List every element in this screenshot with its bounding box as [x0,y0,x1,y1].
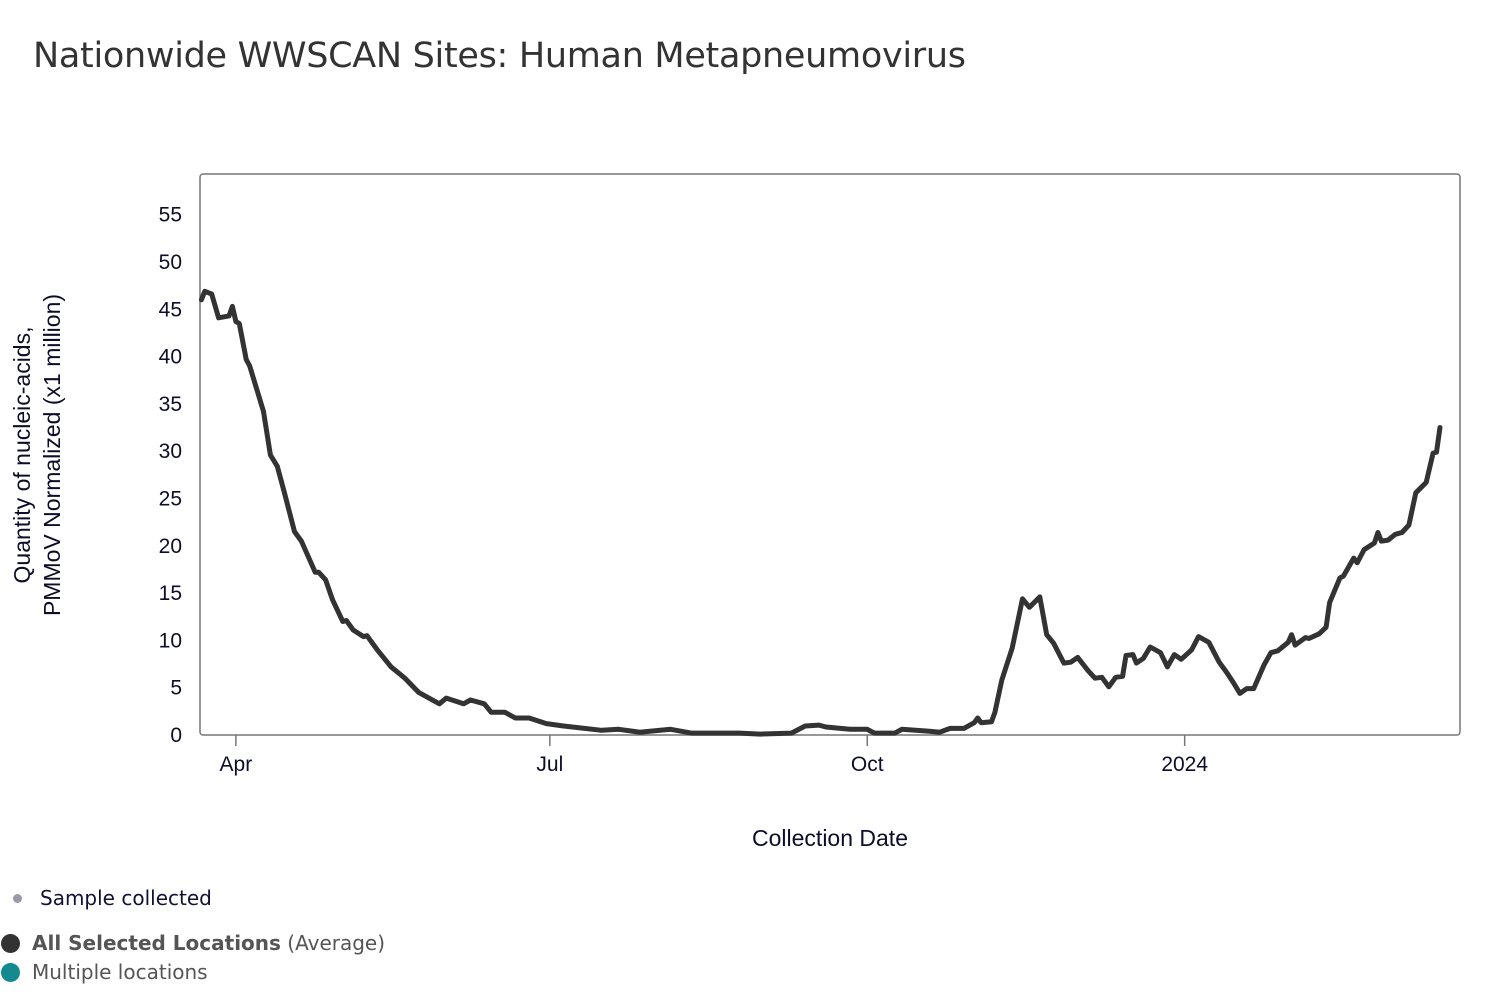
chart-title: Nationwide WWSCAN Sites: Human Metapneum… [33,36,966,76]
y-tick-label: 50 [159,251,182,274]
series-line-average [198,288,1443,737]
legend-multiple-locations[interactable]: Multiple locations [0,960,208,984]
x-axis-label: Collection Date [752,825,908,851]
y-tick-label: 55 [159,204,182,227]
legend-multiple-label: Multiple locations [32,960,208,984]
y-axis-label-line-2: PMMoV Normalized (x1 million) [39,294,65,616]
y-tick-label: 0 [170,724,182,747]
y-tick-label: 15 [159,582,182,605]
average-dot-icon [1,933,20,953]
y-tick-label: 35 [159,393,182,416]
legend-average-label: All Selected Locations [32,931,281,955]
y-tick-label: 45 [159,298,182,321]
y-tick-label: 20 [159,535,182,558]
x-axis-ticks: Apr Jul Oct 2024 [220,735,1208,776]
multiple-dot-icon [1,962,20,982]
y-tick-label: 25 [159,487,182,510]
y-axis-label-line-1: Quantity of nucleic-acids, [9,327,35,584]
y-tick-label: 5 [170,677,182,700]
y-tick-label: 10 [159,629,182,652]
plot-frame [199,173,1461,736]
legend-sample-collected: Sample collected [0,886,212,910]
sample-dot-icon [13,893,22,903]
legend-sample-label: Sample collected [40,886,212,910]
x-tick-label: Jul [536,753,563,776]
y-tick-label: 30 [159,440,182,463]
legend-all-selected-locations[interactable]: All Selected Locations (Average) [0,931,385,955]
legend-average-suffix: (Average) [287,931,386,955]
x-tick-label: 2024 [1161,753,1208,776]
y-tick-label: 40 [159,346,182,369]
x-tick-label: Apr [220,753,253,776]
y-axis-ticks: 0 5 10 15 20 25 30 35 40 45 50 55 [159,204,182,747]
x-tick-label: Oct [851,753,884,776]
